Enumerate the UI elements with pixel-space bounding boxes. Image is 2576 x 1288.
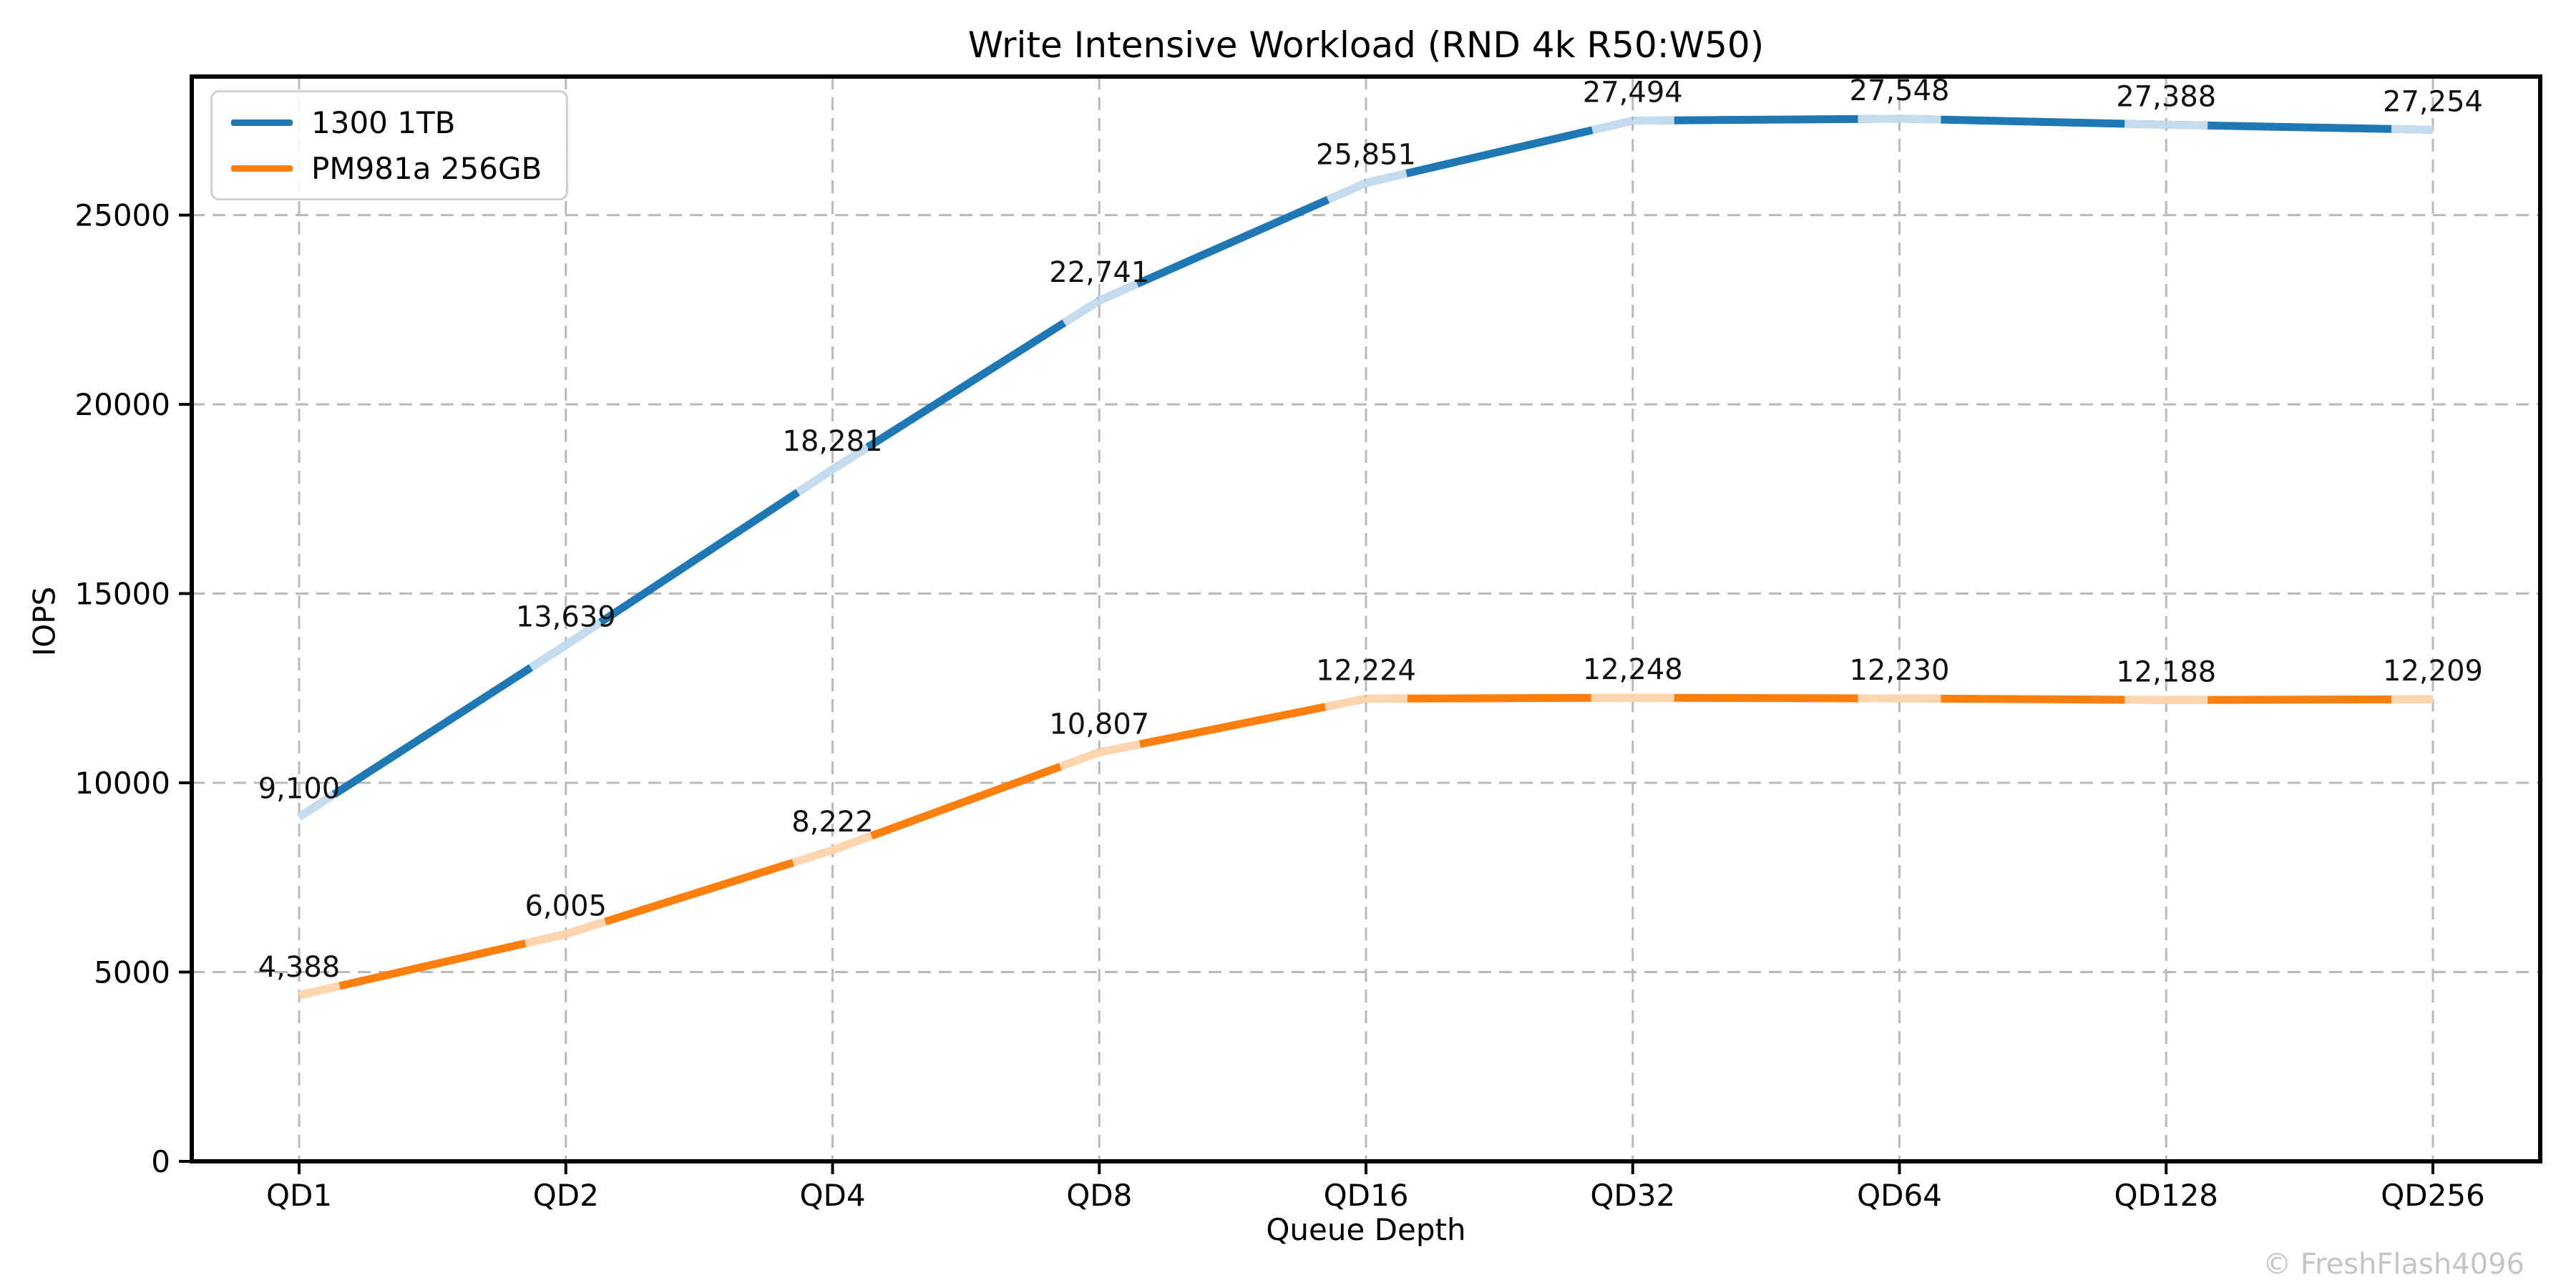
- marker-segment: [1591, 117, 1634, 135]
- marker-segment: [524, 930, 567, 947]
- marker-segment: [830, 444, 870, 473]
- marker-segment: [791, 846, 834, 867]
- y-tick-label: 25000: [74, 198, 170, 233]
- data-label: 12,209: [2383, 655, 2483, 688]
- legend-label: PM981a 256GB: [311, 150, 542, 186]
- x-tick-label: QD64: [1857, 1178, 1942, 1213]
- legend: 1300 1TB PM981a 256GB: [210, 90, 569, 200]
- marker-segment: [1062, 297, 1102, 326]
- marker-segment: [1058, 748, 1101, 771]
- x-tick-label: QD8: [1066, 1178, 1132, 1213]
- watermark: © FreshFlash4096: [2263, 1248, 2524, 1281]
- marker-segment: [1326, 179, 1368, 204]
- x-tick-label: QD2: [533, 1178, 599, 1213]
- data-label: 27,494: [1583, 77, 1683, 109]
- y-tick-label: 20000: [74, 387, 170, 422]
- x-axis-label: Queue Depth: [1266, 1212, 1466, 1247]
- marker-segment: [796, 466, 835, 496]
- y-tick-label: 15000: [74, 577, 170, 612]
- x-tick-label: QD4: [799, 1178, 865, 1213]
- plot-border: [190, 74, 2542, 1163]
- data-label: 9,100: [258, 773, 341, 806]
- data-label: 22,741: [1049, 256, 1149, 289]
- y-tick-label: 0: [151, 1144, 170, 1179]
- x-tick-label: QD32: [1590, 1178, 1675, 1213]
- data-label: 12,224: [1316, 654, 1416, 687]
- data-label: 12,230: [1850, 654, 1950, 687]
- data-label: 27,254: [2383, 85, 2483, 118]
- data-label: 4,388: [258, 951, 341, 984]
- y-tick-label: 10000: [74, 766, 170, 801]
- marker-segment: [565, 917, 607, 938]
- legend-entry: PM981a 256GB: [231, 150, 542, 186]
- data-label: 12,248: [1583, 653, 1683, 686]
- x-tick-label: QD16: [1324, 1178, 1409, 1213]
- legend-swatch: [231, 165, 293, 172]
- marker-segment: [529, 641, 568, 671]
- marker-segment: [1365, 170, 1407, 187]
- legend-label: 1300 1TB: [311, 104, 456, 140]
- legend-swatch: [231, 119, 293, 126]
- marker-segment: [1324, 695, 1367, 711]
- data-label: 6,005: [525, 889, 607, 922]
- marker-segment: [1098, 740, 1141, 756]
- data-label: 25,851: [1316, 139, 1416, 172]
- marker-segment: [2391, 125, 2434, 134]
- marker-segment: [1098, 280, 1139, 305]
- marker-segment: [831, 831, 873, 854]
- marker-segment: [297, 791, 336, 821]
- marker-segment: [298, 982, 341, 1000]
- y-tick-label: 5000: [94, 955, 170, 990]
- data-label: 10,807: [1049, 708, 1149, 741]
- legend-entry: 1300 1TB: [231, 104, 542, 140]
- marker-segment: [2124, 119, 2167, 129]
- x-tick-label: QD1: [266, 1178, 332, 1213]
- data-label: 18,281: [783, 425, 883, 458]
- x-tick-label: QD256: [2381, 1178, 2485, 1213]
- data-label: 8,222: [791, 806, 874, 839]
- x-tick-label: QD128: [2114, 1178, 2218, 1213]
- data-label: 12,188: [2116, 655, 2216, 688]
- data-label: 27,548: [1850, 74, 1950, 107]
- chart-title: Write Intensive Workload (RND 4k R50:W50…: [967, 24, 1765, 66]
- y-axis-label: IOPS: [26, 586, 62, 657]
- marker-segment: [563, 619, 603, 649]
- data-label: 13,639: [516, 601, 616, 634]
- data-label: 27,388: [2116, 80, 2216, 113]
